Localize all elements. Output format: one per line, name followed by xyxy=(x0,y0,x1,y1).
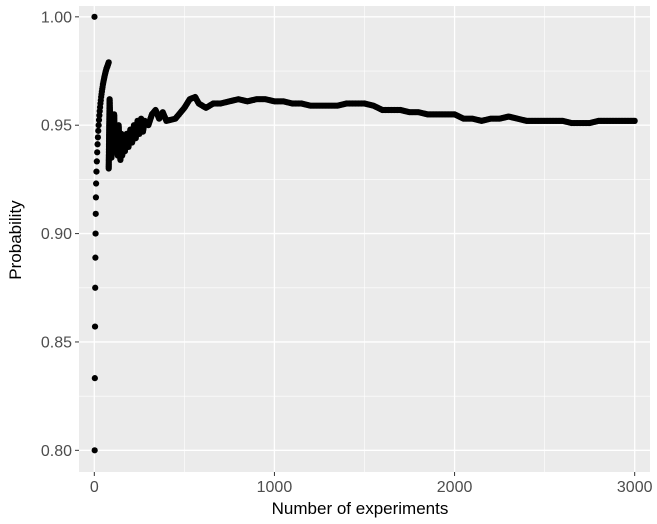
data-point xyxy=(94,141,101,148)
data-point xyxy=(105,59,112,66)
y-tick-label: 0.85 xyxy=(41,334,72,351)
data-point xyxy=(92,284,99,291)
data-point xyxy=(631,117,638,124)
data-point xyxy=(92,210,99,217)
x-axis-ticks: 0 1000 2000 3000 xyxy=(90,472,653,496)
x-tick-label: 2000 xyxy=(437,479,473,496)
data-point xyxy=(93,180,100,187)
x-tick-label: 0 xyxy=(90,479,99,496)
y-tick-label: 0.90 xyxy=(41,226,72,243)
data-points xyxy=(91,13,638,454)
data-point xyxy=(95,122,102,129)
data-point xyxy=(91,375,98,382)
data-point xyxy=(92,194,100,201)
data-point xyxy=(91,13,98,20)
y-tick-label: 0.80 xyxy=(41,443,72,460)
y-tick-label: 1.00 xyxy=(41,9,72,26)
data-point xyxy=(93,168,100,175)
x-axis-title: Number of experiments xyxy=(272,499,449,518)
x-tick-label: 3000 xyxy=(617,479,653,496)
data-point xyxy=(95,116,103,124)
data-point xyxy=(94,149,101,156)
y-tick-label: 0.95 xyxy=(41,118,72,135)
data-point xyxy=(93,158,100,165)
y-axis-title: Probability xyxy=(6,200,25,280)
data-point xyxy=(94,134,102,141)
data-point xyxy=(92,254,99,261)
x-tick-label: 1000 xyxy=(257,479,293,496)
data-point xyxy=(91,323,99,330)
grid-lines xyxy=(79,6,650,472)
y-axis-ticks: 0.80 0.85 0.90 0.95 1.00 xyxy=(41,9,79,460)
data-point xyxy=(92,230,99,237)
data-point xyxy=(95,127,102,134)
data-point xyxy=(91,447,98,454)
